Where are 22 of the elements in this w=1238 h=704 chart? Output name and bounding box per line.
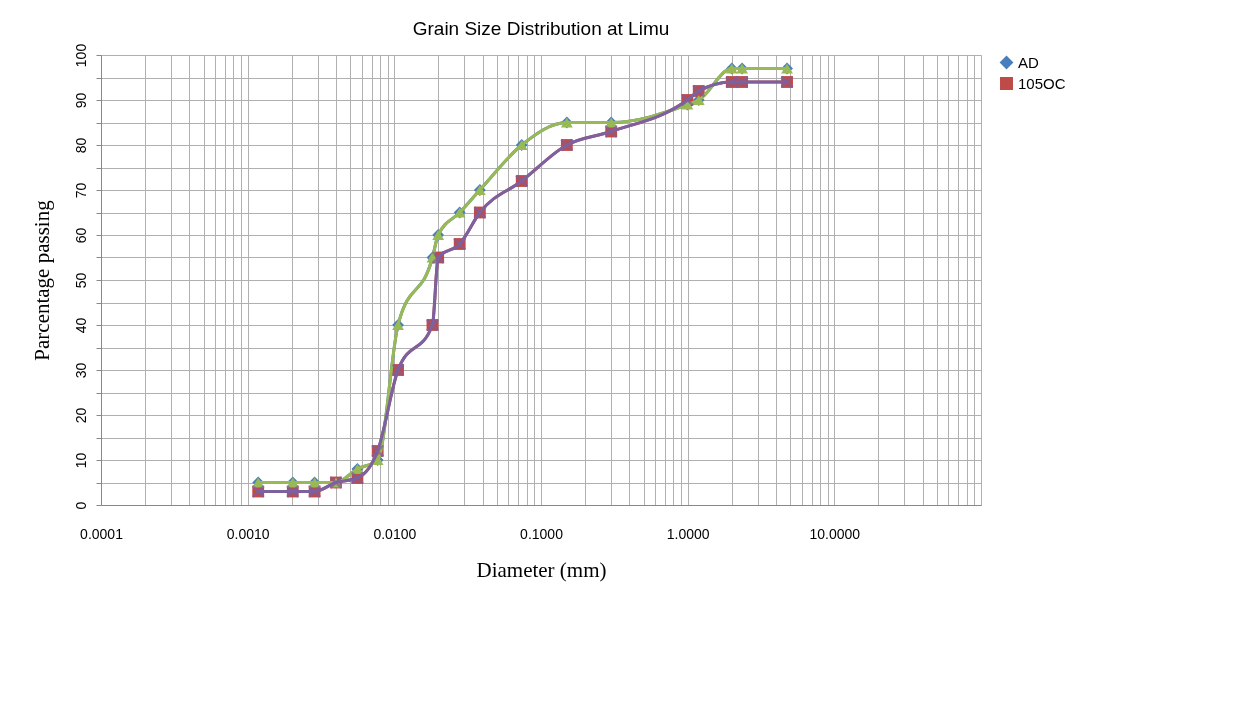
x-tick-label: 0.0001 xyxy=(80,525,124,542)
y-tick-label: 60 xyxy=(72,227,89,244)
x-tick-label: 0.1000 xyxy=(520,525,564,542)
x-tick-label: 10.0000 xyxy=(809,525,861,542)
x-axis-title: Diameter (mm) xyxy=(476,557,607,582)
y-tick-label: 0 xyxy=(72,501,89,510)
x-tick-label: 0.0100 xyxy=(373,525,417,542)
y-tick-label: 40 xyxy=(72,317,89,334)
y-tick-label: 20 xyxy=(72,407,89,424)
y-tick-label: 30 xyxy=(72,362,89,379)
y-tick-label: 50 xyxy=(72,272,89,289)
y-axis-title: Parcentage passing xyxy=(29,199,54,361)
y-tick-label: 90 xyxy=(72,92,89,109)
legend-label: AD xyxy=(1018,53,1039,71)
y-tick-label: 100 xyxy=(72,43,89,68)
chart-title: Grain Size Distribution at Limu xyxy=(412,18,670,40)
y-tick-label: 70 xyxy=(72,182,89,199)
x-tick-label: 0.0010 xyxy=(226,525,270,542)
x-tick-label: 1.0000 xyxy=(666,525,710,542)
y-tick-label: 10 xyxy=(72,452,89,469)
legend-label: 105OC xyxy=(1018,74,1066,92)
y-tick-label: 80 xyxy=(72,137,89,154)
